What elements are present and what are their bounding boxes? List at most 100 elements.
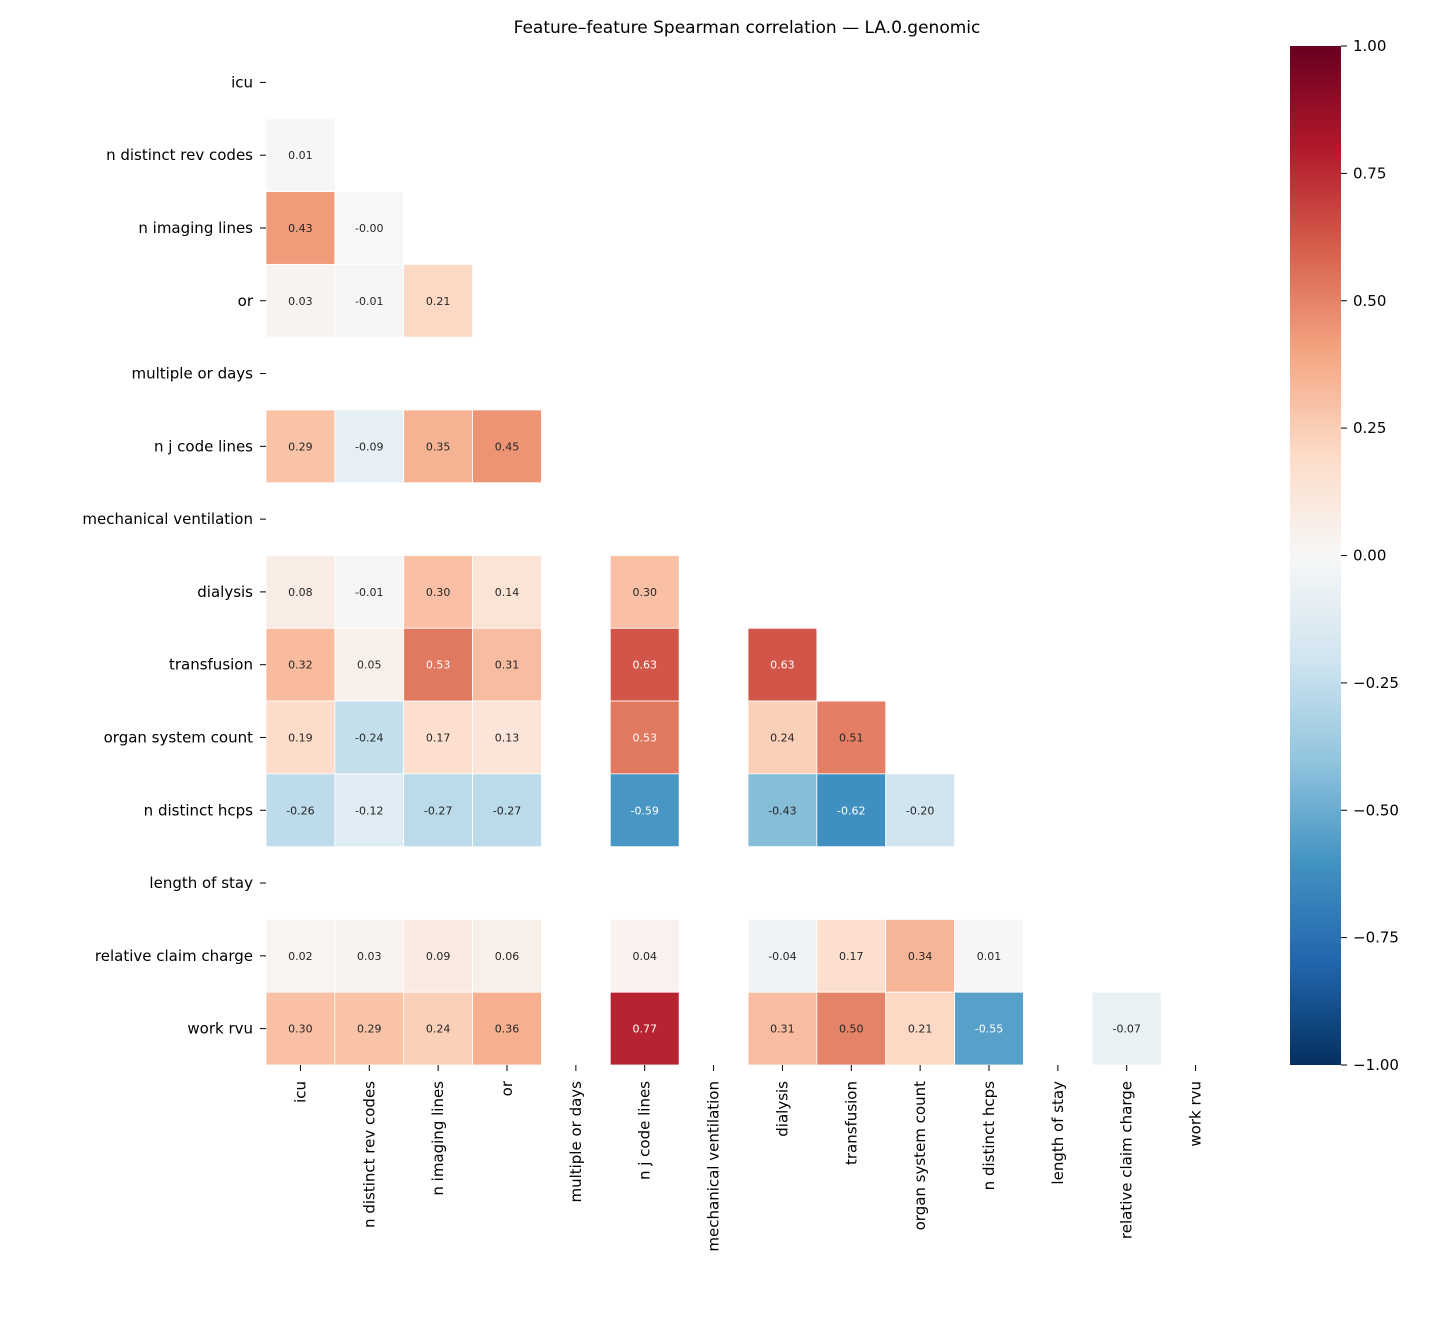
heatmap-cell [334,627,405,702]
heatmap-cell [954,991,1024,1066]
heatmap-cell [334,919,405,993]
colorbar-tick-label: −1.00 [1353,1056,1399,1074]
x-tick-label: work rvu [1187,1081,1205,1147]
cell-annotation: -0.43 [768,804,796,817]
heatmap-cell [1091,991,1162,1066]
colorbar-ticks: 1.00 0.75 0.50 0.25 0.00 −0.25 −0.50 −0.75 −1.00 [1341,37,1399,1074]
heatmap-cell [265,700,336,775]
cell-annotation: -0.62 [837,804,865,817]
heatmap-cell [472,991,542,1066]
cell-annotation: 0.02 [288,950,313,963]
heatmap-cell [403,919,473,993]
heatmap-cell [472,555,542,629]
cell-annotation: 0.63 [632,659,657,672]
cell-annotation: 0.31 [495,659,520,672]
cell-annotation: -0.59 [630,804,658,817]
heatmap-cell [334,191,405,265]
heatmap-cells: 0.01 0.43 -0.00 0.03 -0.01 0.21 0.29 -0.09 0.35 0… [265,118,1162,1066]
colorbar-tick-label: −0.25 [1353,674,1399,692]
cell-annotation: -0.07 [1112,1023,1140,1036]
cell-annotation: -0.26 [286,804,314,817]
cell-annotation: 0.32 [288,659,313,672]
chart-title: Feature–feature Spearman correlation — L… [514,18,981,38]
heatmap-cell [403,555,473,629]
cell-annotation: -0.27 [493,804,521,817]
cell-annotation: 0.77 [632,1023,657,1036]
colorbar-tick-label: 1.00 [1353,37,1386,55]
cell-annotation: -0.20 [906,804,934,817]
cell-annotation: 0.30 [426,586,451,599]
heatmap-cell [334,700,405,775]
cell-annotation: -0.00 [355,222,383,235]
cell-annotation: 0.04 [632,950,657,963]
x-tick-label: icu [291,1081,309,1103]
heatmap-cell [403,773,473,848]
cell-annotation: 0.09 [426,950,451,963]
heatmap-cell [265,773,336,848]
heatmap-cell [403,627,473,702]
y-tick-label: transfusion [169,656,253,674]
heatmap-cell [265,118,336,192]
cell-annotation: 0.05 [357,659,382,672]
heatmap-cell [747,627,818,702]
colorbar-tick-label: 0.50 [1353,292,1386,310]
x-tick-label: dialysis [773,1081,791,1137]
cell-annotation: 0.31 [770,1023,795,1036]
y-tick-label: n j code lines [154,437,253,455]
cell-annotation: -0.27 [424,804,452,817]
cell-annotation: 0.01 [288,149,313,162]
x-tick-label: n j code lines [636,1081,654,1180]
heatmap-cell [885,773,955,848]
x-tick-label: relative claim charge [1118,1081,1136,1239]
heatmap-cell [472,627,542,702]
x-tick-label: multiple or days [567,1081,585,1203]
cell-annotation: 0.63 [770,659,795,672]
x-tick-label: n imaging lines [429,1081,447,1196]
heatmap-cell [747,773,818,848]
y-tick-label: length of stay [149,874,253,892]
cell-annotation: -0.01 [355,586,383,599]
heatmap-cell [334,991,405,1066]
heatmap-cell [265,919,336,993]
y-tick-label: n distinct rev codes [106,146,253,164]
cell-annotation: 0.21 [426,295,451,308]
x-tick-label: transfusion [842,1081,860,1165]
cell-annotation: 0.29 [288,440,313,453]
y-tick-label: work rvu [187,1020,253,1038]
cell-annotation: 0.45 [495,440,520,453]
heatmap-cell [609,991,680,1066]
heatmap-cell [403,263,473,338]
cell-annotation: -0.04 [768,950,796,963]
cell-annotation: -0.01 [355,295,383,308]
cell-annotation: 0.53 [632,731,657,744]
y-axis-labels: icu n distinct rev codes n imaging lines or… [82,73,266,1038]
heatmap-cell [609,627,680,702]
y-tick-label: relative claim charge [95,947,253,965]
x-tick-label: n distinct rev codes [360,1081,378,1228]
heatmap-cell [334,409,405,484]
cell-annotation: 0.17 [839,950,864,963]
y-tick-label: icu [231,73,253,91]
cell-annotation: 0.29 [357,1023,382,1036]
heatmap-cell [816,700,887,775]
colorbar [1290,46,1341,1065]
heatmap-cell [609,773,680,848]
heatmap-cell [954,919,1024,993]
x-tick-label: organ system count [911,1081,929,1231]
cell-annotation: 0.03 [357,950,382,963]
colorbar-tick-label: 0.00 [1353,547,1386,565]
cell-annotation: -0.24 [355,731,383,744]
cell-annotation: 0.51 [839,731,864,744]
heatmap-cell [472,409,542,484]
heatmap-cell [265,263,336,338]
y-tick-label: n imaging lines [138,219,253,237]
cell-annotation: 0.24 [426,1023,451,1036]
cell-annotation: 0.03 [288,295,313,308]
cell-annotation: 0.01 [977,950,1002,963]
cell-annotation: 0.43 [288,222,313,235]
colorbar-tick-label: 0.25 [1353,419,1386,437]
cell-annotation: 0.08 [288,586,313,599]
y-tick-label: dialysis [197,583,253,601]
x-axis-labels: icu n distinct rev codes n imaging lines or… [291,1065,1205,1252]
